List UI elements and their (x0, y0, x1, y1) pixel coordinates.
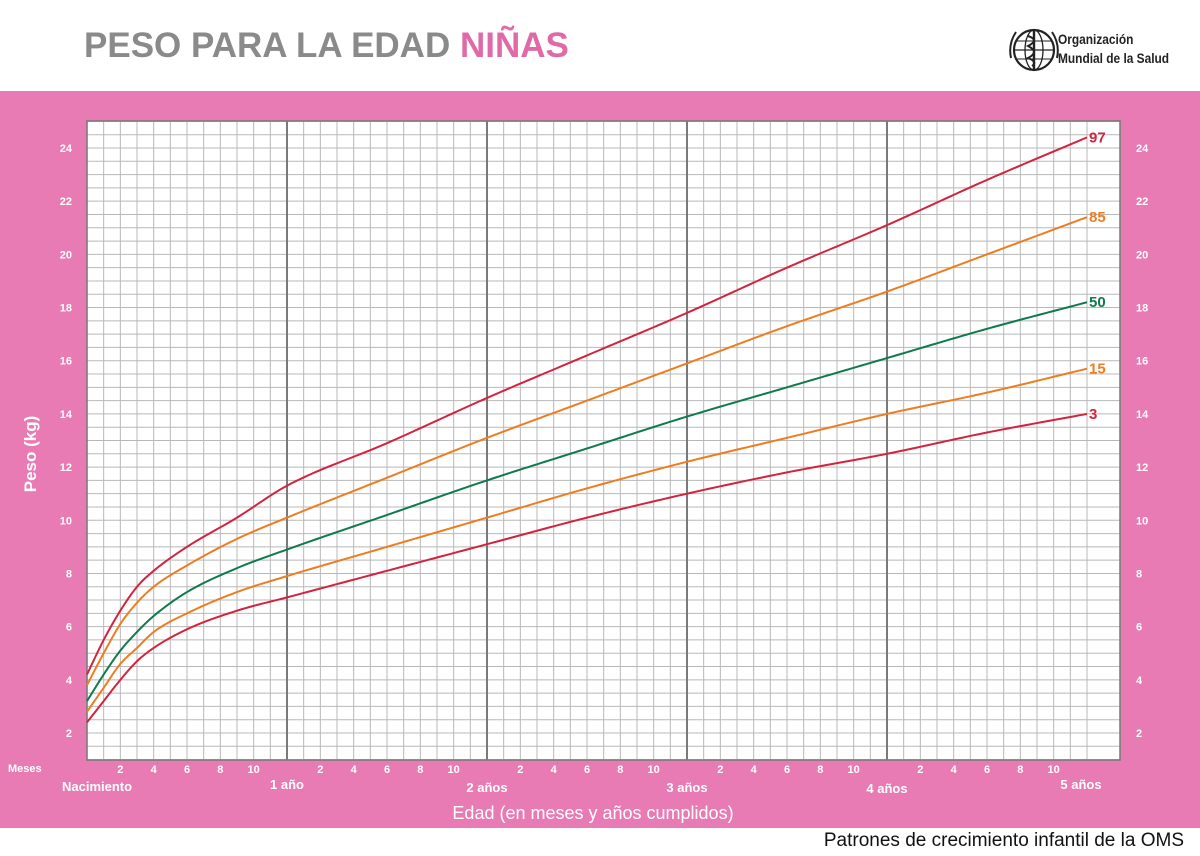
x-tick-month: 2 (317, 764, 323, 776)
x-tick-year: Nacimiento (62, 779, 132, 794)
series-line-p97 (86, 136, 1088, 675)
x-tick-month: 4 (751, 764, 758, 776)
y-tick-right: 14 (1136, 409, 1149, 421)
percentile-label-p50: 50 (1089, 294, 1106, 311)
x-tick-month: 8 (1017, 764, 1023, 776)
y-tick-left: 22 (60, 196, 72, 208)
y-tick-left: 10 (60, 515, 72, 527)
x-tick-month: 6 (984, 764, 990, 776)
x-tick-month: 6 (184, 764, 190, 776)
y-tick-right: 18 (1136, 303, 1148, 315)
x-tick-month: 10 (848, 764, 860, 776)
x-tick-month: 2 (517, 764, 523, 776)
y-axis-title: Peso (kg) (21, 416, 40, 493)
y-tick-left: 16 (60, 356, 72, 368)
y-tick-right: 12 (1136, 462, 1148, 474)
x-tick-month: 6 (584, 764, 590, 776)
y-tick-right: 6 (1136, 622, 1142, 634)
y-tick-right: 16 (1136, 356, 1148, 368)
x-tick-month: 2 (117, 764, 123, 776)
who-org-line2: Mundial de la Salud (1058, 50, 1170, 66)
y-tick-left: 14 (60, 409, 73, 421)
percentile-label-p97: 97 (1089, 129, 1106, 146)
x-months-prefix: Meses (8, 763, 42, 775)
x-tick-month: 10 (448, 764, 460, 776)
y-tick-right: 24 (1136, 143, 1149, 155)
title-main: PESO PARA LA EDAD (84, 26, 451, 65)
plot-frame (86, 120, 1121, 761)
y-tick-left: 18 (60, 303, 72, 315)
percentile-label-p3: 3 (1089, 406, 1097, 423)
x-tick-month: 4 (351, 764, 358, 776)
percentile-label-p15: 15 (1089, 361, 1106, 378)
x-tick-year: 2 años (466, 780, 507, 795)
grid-minor (86, 120, 1120, 761)
y-tick-right: 20 (1136, 249, 1148, 261)
x-tick-month: 4 (951, 764, 958, 776)
series-line-p3 (86, 412, 1088, 723)
x-tick-month: 10 (248, 764, 260, 776)
y-tick-left: 6 (66, 622, 72, 634)
y-tick-left: 8 (66, 568, 72, 580)
x-tick-month: 8 (217, 764, 223, 776)
x-tick-month: 6 (784, 764, 790, 776)
x-tick-month: 8 (817, 764, 823, 776)
y-tick-right: 22 (1136, 196, 1148, 208)
x-tick-year: 1 año (270, 777, 304, 792)
x-tick-year: 5 años (1060, 777, 1101, 792)
series-lines (86, 136, 1088, 723)
series-line-p85 (86, 216, 1088, 686)
footer-caption: Patrones de crecimiento infantil de la O… (823, 830, 1184, 851)
who-org-name: Organización Mundial de la Salud (1058, 30, 1169, 68)
grid-major (86, 120, 1121, 761)
series-line-p50 (86, 301, 1088, 702)
x-tick-month: 4 (551, 764, 558, 776)
x-tick-month: 10 (648, 764, 660, 776)
y-tick-right: 8 (1136, 568, 1142, 580)
series-line-p15 (86, 367, 1088, 713)
y-tick-left: 4 (66, 675, 73, 687)
y-tick-left: 24 (60, 143, 73, 155)
y-tick-right: 2 (1136, 728, 1142, 740)
y-tick-left: 2 (66, 728, 72, 740)
y-tick-left: 20 (60, 249, 72, 261)
page-title: PESO PARA LA EDAD NIÑAS (84, 26, 569, 66)
x-tick-labels: 2 4 6 8 10 2 4 6 8 10 2 4 6 8 10 2 4 6 8 10 2 4 6 8 10 Nacimiento… (62, 764, 1102, 796)
y-tick-right: 10 (1136, 515, 1148, 527)
title-accent: NIÑAS (459, 26, 569, 65)
x-tick-month: 10 (1048, 764, 1060, 776)
x-tick-month: 2 (917, 764, 923, 776)
x-tick-month: 8 (417, 764, 423, 776)
y-tick-right: 4 (1136, 675, 1143, 687)
who-logo (1009, 28, 1059, 72)
x-tick-month: 8 (617, 764, 623, 776)
x-axis-title: Edad (en meses y años cumplidos) (452, 803, 733, 823)
x-tick-year: 4 años (866, 781, 907, 796)
x-tick-month: 4 (151, 764, 158, 776)
x-tick-month: 6 (384, 764, 390, 776)
percentile-labels: 97 85 50 15 3 (1089, 129, 1106, 423)
who-emblem-icon (1009, 28, 1059, 72)
x-tick-month: 2 (717, 764, 723, 776)
x-tick-year: 3 años (666, 780, 707, 795)
percentile-label-p85: 85 (1089, 209, 1106, 226)
y-tick-left: 12 (60, 462, 72, 474)
who-org-line1: Organización (1058, 31, 1134, 47)
